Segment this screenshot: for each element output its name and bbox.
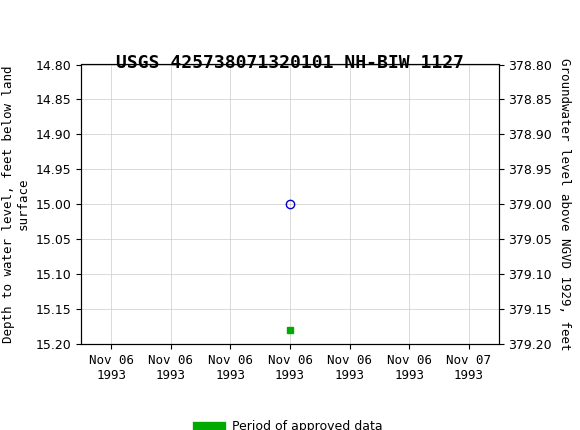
- Y-axis label: Groundwater level above NGVD 1929, feet: Groundwater level above NGVD 1929, feet: [558, 58, 571, 350]
- Text: USGS 425738071320101 NH-BIW 1127: USGS 425738071320101 NH-BIW 1127: [116, 54, 464, 72]
- Y-axis label: Depth to water level, feet below land
surface: Depth to water level, feet below land su…: [2, 65, 30, 343]
- Legend: Period of approved data: Period of approved data: [192, 415, 388, 430]
- Text: USGS: USGS: [75, 12, 139, 33]
